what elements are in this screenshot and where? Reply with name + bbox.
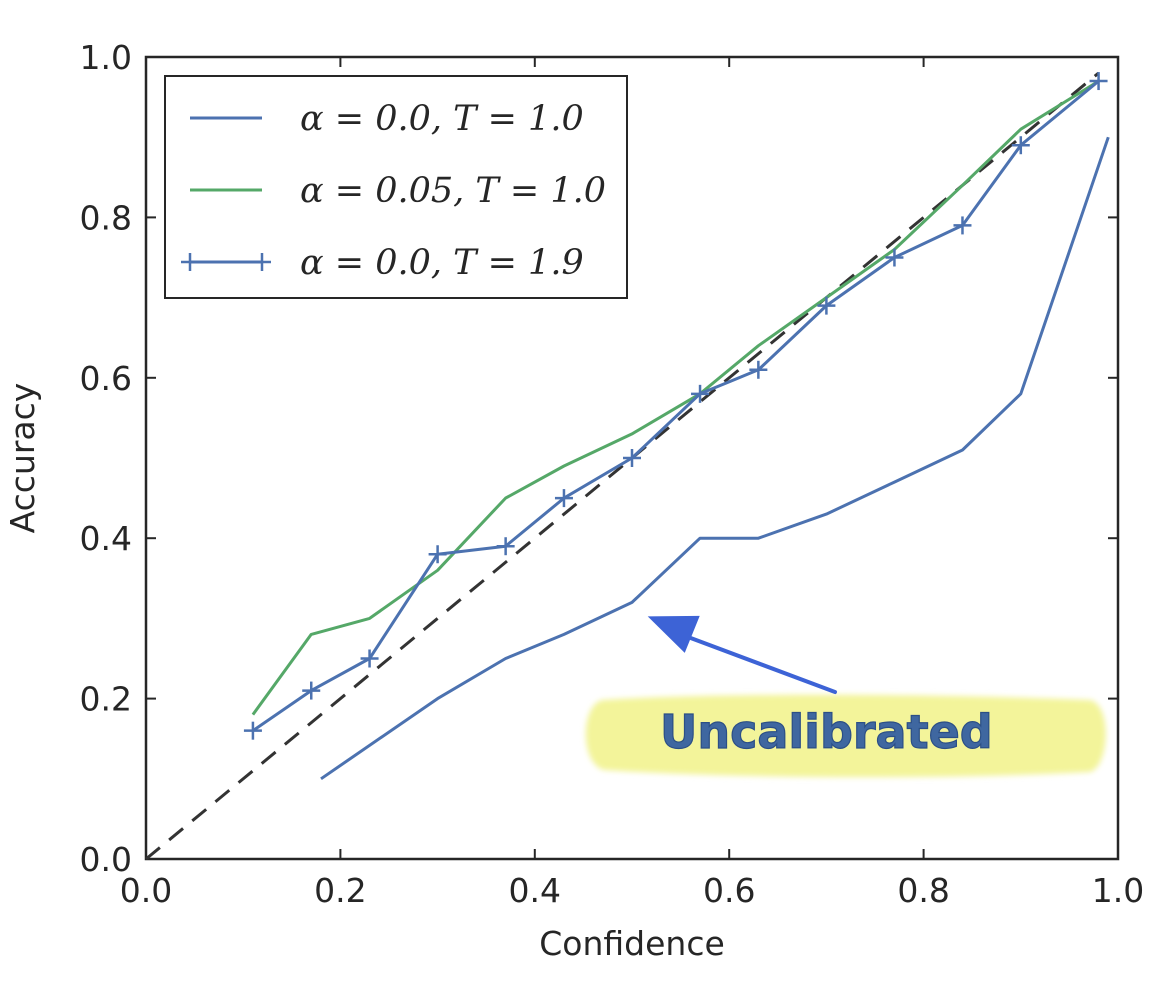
data-point xyxy=(623,449,641,467)
y-tick-label: 0.6 xyxy=(80,359,132,398)
y-axis-title: Accuracy xyxy=(3,383,42,534)
y-tick-label: 0.2 xyxy=(80,680,132,719)
data-point xyxy=(885,248,904,267)
data-point xyxy=(554,489,573,508)
x-tick-label: 0.8 xyxy=(897,871,949,910)
series-line xyxy=(320,136,1110,781)
data-point xyxy=(496,537,515,556)
x-tick-label: 0.6 xyxy=(703,871,755,910)
data-point xyxy=(1089,72,1108,91)
data-point xyxy=(302,681,321,700)
legend-item: α = 0.05, T = 1.0 xyxy=(190,171,606,211)
legend-label: α = 0.0, T = 1.0 xyxy=(300,99,584,139)
data-point xyxy=(749,360,768,379)
legend: α = 0.0, T = 1.0 α = 0.05, T = 1.0 α = 0.0… xyxy=(164,75,628,299)
y-tick-label: 0.4 xyxy=(80,519,132,558)
data-point xyxy=(243,721,262,740)
legend-item: α = 0.0, T = 1.0 xyxy=(190,99,584,139)
arrow-icon xyxy=(647,615,837,694)
y-tick-label: 0.8 xyxy=(80,198,132,237)
x-tick-label: 0.0 xyxy=(120,871,172,910)
y-tick-label: 1.0 xyxy=(80,38,132,77)
x-tick-label: 0.4 xyxy=(509,871,561,910)
data-point xyxy=(817,296,836,315)
series-1 xyxy=(320,136,1110,781)
data-point xyxy=(1011,136,1030,155)
uncalibrated-label: Uncalibrated xyxy=(660,705,993,759)
data-point xyxy=(953,216,972,235)
y-tick-label: 0.0 xyxy=(80,840,132,879)
legend-label: α = 0.05, T = 1.0 xyxy=(300,171,606,211)
diagonal-reference-line xyxy=(145,71,1100,861)
series-3 xyxy=(243,72,1108,740)
tick-labels: 0.0 0.2 0.4 0.6 0.8 1.0 0.0 0.2 0.4 0.6 0.8 1.0 xyxy=(80,38,1145,910)
highlighter-stroke xyxy=(585,694,1106,778)
series-2 xyxy=(251,79,1100,716)
series-layer xyxy=(243,72,1110,781)
data-point xyxy=(360,649,379,668)
axis-ticks xyxy=(145,56,1119,860)
legend-label: α = 0.0, T = 1.9 xyxy=(300,243,584,283)
series-line xyxy=(252,79,1100,732)
uncalibrated-callout: Uncalibrated xyxy=(585,615,1106,778)
legend-item: α = 0.0, T = 1.9 xyxy=(181,243,584,283)
data-point xyxy=(691,384,710,403)
series-line xyxy=(251,79,1100,716)
x-axis-title: Confidence xyxy=(539,924,725,963)
reference-line-segment xyxy=(145,71,1100,861)
x-tick-label: 0.2 xyxy=(314,871,366,910)
data-point xyxy=(428,545,447,564)
x-tick-label: 1.0 xyxy=(1092,871,1144,910)
